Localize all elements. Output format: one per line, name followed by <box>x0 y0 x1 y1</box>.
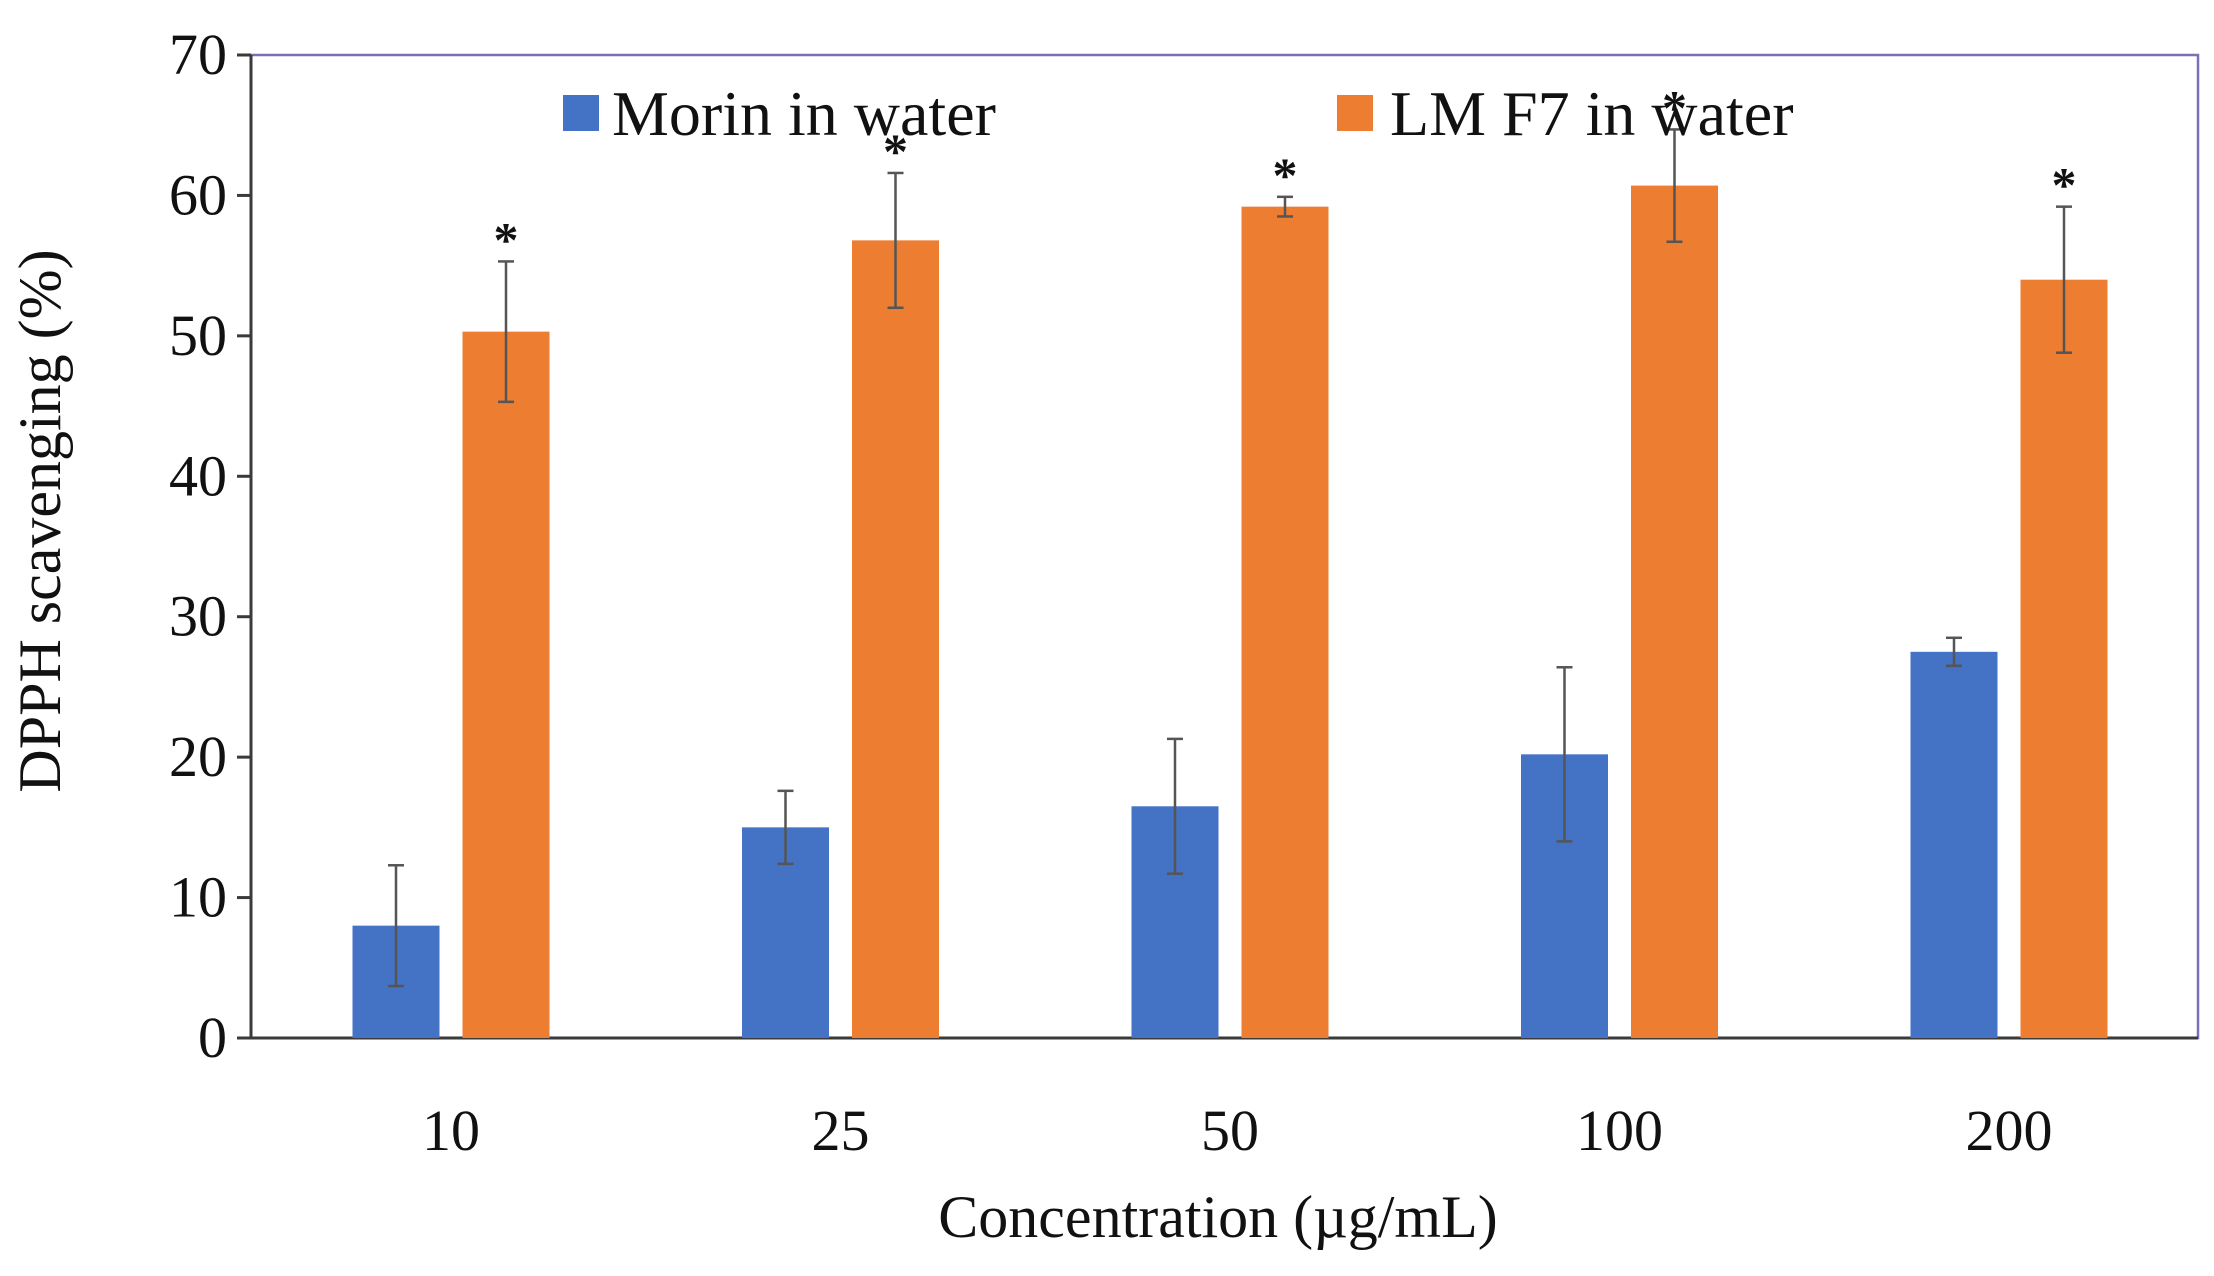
significance-markers: * * * * * <box>494 79 2077 267</box>
y-tick-label: 20 <box>169 724 227 789</box>
bar <box>1241 206 1329 1039</box>
y-tick-label: 70 <box>169 22 227 87</box>
legend-swatch <box>1337 95 1373 131</box>
legend-label: Morin in water <box>612 78 996 149</box>
x-tick-label: 25 <box>812 1098 870 1163</box>
error-bars-group <box>388 128 2072 988</box>
legend-swatch <box>563 95 599 131</box>
legend: Morin in water LM F7 in water <box>563 78 1794 149</box>
significance-star: * <box>1273 147 1298 203</box>
y-axis-title: DPPH scavenging (%) <box>7 249 73 792</box>
x-axis-title: Concentration (µg/mL) <box>938 1184 1497 1250</box>
bar <box>1910 651 1998 1038</box>
bar <box>852 240 939 1038</box>
legend-label: LM F7 in water <box>1390 78 1794 149</box>
x-axis-ticks: 10 25 50 100 200 <box>422 1098 2053 1163</box>
x-tick-label: 10 <box>422 1098 480 1163</box>
y-tick-label: 50 <box>169 303 227 368</box>
y-tick-label: 10 <box>169 865 227 930</box>
y-tick-label: 60 <box>169 162 227 227</box>
y-axis-ticks: 0 10 20 30 40 50 60 70 <box>169 22 251 1070</box>
x-tick-label: 100 <box>1576 1098 1663 1163</box>
significance-star: * <box>883 123 908 179</box>
x-tick-label: 50 <box>1201 1098 1259 1163</box>
significance-star: * <box>494 211 519 267</box>
bar <box>462 331 550 1038</box>
bar <box>2020 279 2108 1039</box>
x-tick-label: 200 <box>1966 1098 2053 1163</box>
y-tick-label: 40 <box>169 443 227 508</box>
bar-series-group <box>352 185 2108 1039</box>
significance-star: * <box>1662 79 1687 135</box>
bar <box>1631 185 1718 1038</box>
y-tick-label: 30 <box>169 584 227 649</box>
y-tick-label: 0 <box>198 1005 227 1070</box>
significance-star: * <box>2052 157 2077 213</box>
